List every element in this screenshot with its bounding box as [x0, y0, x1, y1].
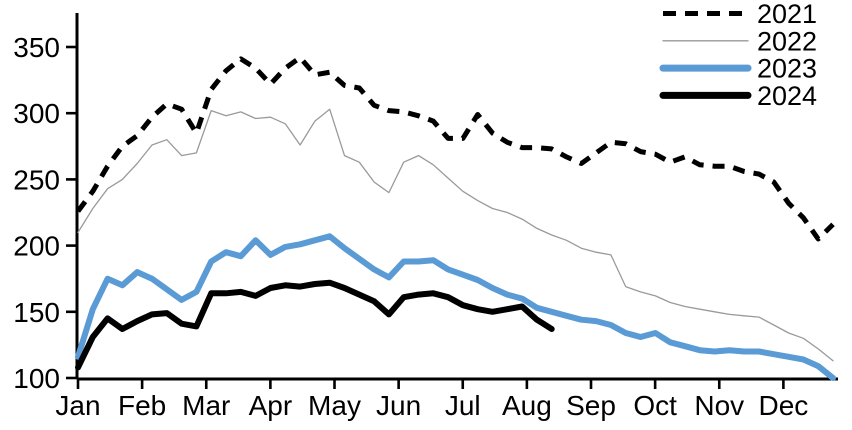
legend-label-2023: 2023: [757, 54, 817, 84]
series-line-2023: [75, 233, 836, 381]
y-tick-label: 100: [13, 363, 60, 394]
x-tick-label: Jan: [55, 390, 100, 421]
x-tick-label: Jun: [376, 390, 421, 421]
y-tick-label: 200: [13, 231, 60, 262]
y-tick-label: 150: [13, 297, 60, 328]
x-tick-label: Feb: [118, 390, 166, 421]
series-line-2022: [77, 108, 834, 362]
x-tick-label: Dec: [758, 390, 808, 421]
y-tick-label: 300: [13, 98, 60, 129]
series-line-2021: [75, 55, 835, 242]
series-line-2024: [75, 279, 555, 371]
x-tick-label: Oct: [633, 390, 677, 421]
legend-label-2022: 2022: [757, 26, 817, 56]
x-tick-label: Mar: [182, 390, 230, 421]
legend-label-2021: 2021: [757, 0, 817, 29]
y-tick-label: 250: [13, 164, 60, 195]
x-tick-label: May: [308, 390, 361, 421]
x-tick-label: Apr: [249, 390, 293, 421]
y-tick-label: 350: [13, 32, 60, 63]
x-tick-label: Aug: [502, 390, 552, 421]
x-tick-label: Sep: [566, 390, 616, 421]
x-tick-label: Nov: [694, 390, 744, 421]
x-tick-label: Jul: [445, 390, 481, 421]
legend-label-2024: 2024: [757, 81, 817, 111]
